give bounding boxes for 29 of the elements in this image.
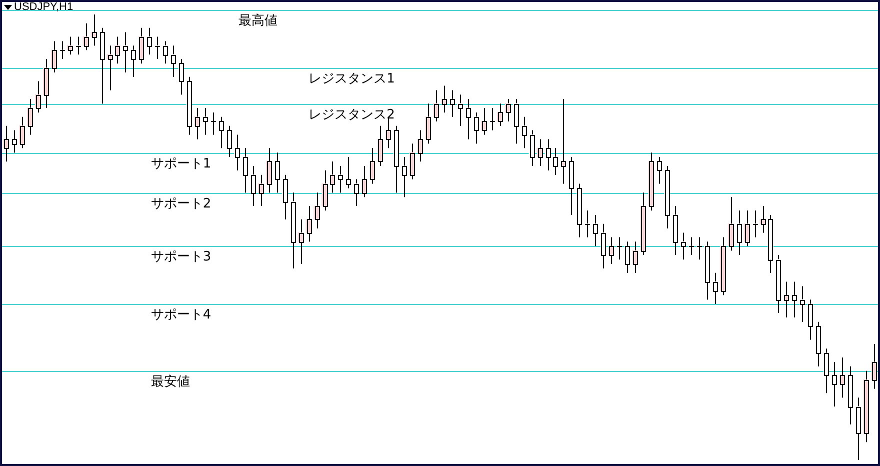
ref-line-label: レジスタンス1	[308, 71, 395, 86]
candlestick	[377, 125, 384, 166]
candlestick	[855, 397, 861, 460]
candlestick	[202, 108, 208, 136]
candlestick	[425, 103, 431, 144]
candlestick	[839, 357, 845, 398]
ref-line-label: サポート4	[150, 307, 212, 322]
candlestick	[178, 58, 184, 96]
chart-title: USDJPY,H1	[14, 1, 74, 13]
candlestick	[338, 165, 344, 194]
candlestick	[473, 112, 479, 144]
candlestick	[807, 299, 814, 340]
candlestick	[863, 370, 869, 443]
ref-line-label: サポート1	[150, 156, 212, 172]
candlestick	[831, 361, 838, 408]
candlestick	[568, 156, 574, 216]
ref-line-label: 最高値	[238, 12, 278, 28]
ref-line-label: 最安値	[150, 373, 190, 390]
candlestick	[504, 98, 511, 122]
candlestick	[170, 45, 176, 78]
candlestick	[480, 108, 487, 136]
candlestick	[656, 156, 662, 184]
candlestick	[218, 116, 224, 149]
candlestick	[823, 348, 830, 394]
candlestick	[496, 103, 503, 126]
candlestick	[369, 148, 376, 184]
candlestick	[274, 152, 280, 194]
ref-line-label: サポート2	[150, 196, 212, 212]
ref-line-label: サポート3	[150, 249, 212, 264]
